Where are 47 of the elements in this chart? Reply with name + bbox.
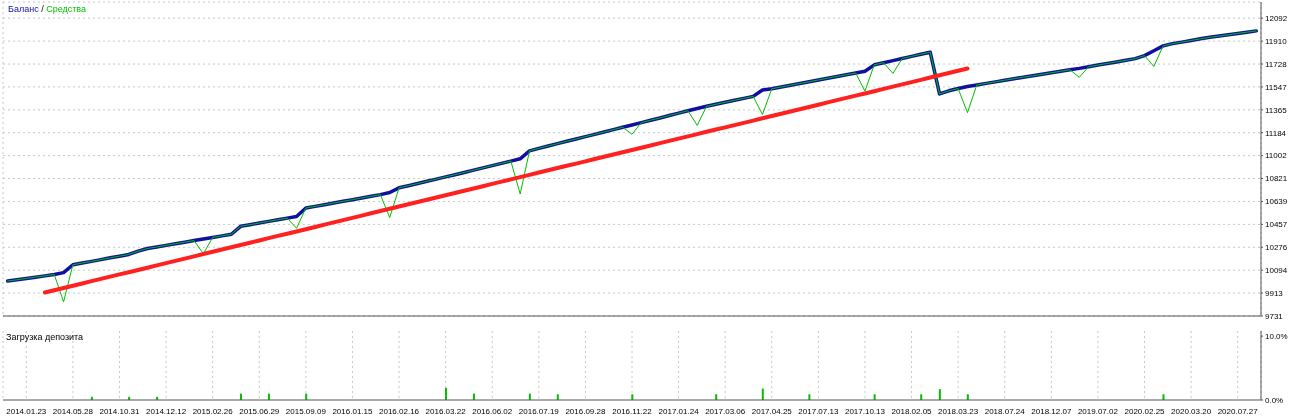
x-tick-label: 2016.11.22 [612, 406, 653, 416]
y-tick-label: 10821 [1265, 174, 1288, 184]
x-tick-label: 2014.01.23 [6, 406, 47, 416]
text: Средства [46, 4, 87, 14]
x-tick-label: 2018.03.23 [938, 406, 979, 416]
y-tick-label: 10.0% [1265, 331, 1288, 341]
x-tick-label: 2020.02.25 [1124, 406, 1166, 416]
x-tick-label: 2016.01.15 [332, 406, 374, 416]
x-tick-label: 2015.06.29 [239, 406, 280, 416]
x-tick-label: 2017.10.13 [844, 406, 886, 416]
y-tick-label: 9913 [1265, 288, 1284, 298]
chart-title: Загрузка депозита [6, 332, 84, 342]
x-tick-label: 2014.12.12 [146, 406, 187, 416]
x-tick-label: 2015.09.09 [285, 406, 327, 416]
y-tick-label: 11365 [1265, 105, 1288, 115]
y-tick-label: 11184 [1265, 128, 1287, 138]
x-tick-label: 2014.05.28 [52, 406, 94, 416]
y-tick-label: 12092 [1265, 13, 1288, 23]
y-tick-label: 11002 [1265, 151, 1288, 161]
x-tick-label: 2017.01.24 [658, 406, 700, 416]
x-tick-label: 2017.04.25 [751, 406, 793, 416]
x-tick-label: 2017.07.13 [798, 406, 839, 416]
y-tick-label: 10094 [1265, 266, 1288, 276]
annotation: / [40, 4, 45, 14]
x-tick-label: 2018.02.05 [891, 406, 933, 416]
y-tick-label: 9731 [1265, 311, 1284, 321]
x-tick-label: 2016.03.22 [425, 406, 467, 416]
x-tick-label: 2016.02.16 [379, 406, 420, 416]
y-tick-label: 11728 [1265, 59, 1288, 69]
x-tick-label: 2016.07.19 [518, 406, 560, 416]
y-tick-label: 10639 [1265, 197, 1288, 207]
x-tick-label: 2016.06.02 [472, 406, 513, 416]
text: Баланс [8, 4, 39, 14]
x-tick-label: 2020.07.27 [1217, 406, 1259, 416]
y-tick-label: 10457 [1265, 220, 1288, 230]
x-tick-label: 2016.09.28 [565, 406, 606, 416]
x-tick-label: 2018.12.07 [1031, 406, 1072, 416]
x-tick-label: 2018.07.24 [984, 406, 1026, 416]
x-tick-label: 2014.10.31 [99, 406, 141, 416]
x-tick-label: 2019.07.02 [1077, 406, 1119, 416]
y-tick-label: 10276 [1265, 243, 1288, 253]
x-tick-label: 2020.03.20 [1171, 406, 1212, 416]
x-tick-label: 2017.03.06 [705, 406, 746, 416]
y-tick-label: 11547 [1265, 82, 1288, 92]
x-tick-label: 2015.02.26 [192, 406, 234, 416]
y-tick-label: 0.0% [1265, 395, 1284, 405]
y-tick-label: 11910 [1265, 36, 1288, 46]
